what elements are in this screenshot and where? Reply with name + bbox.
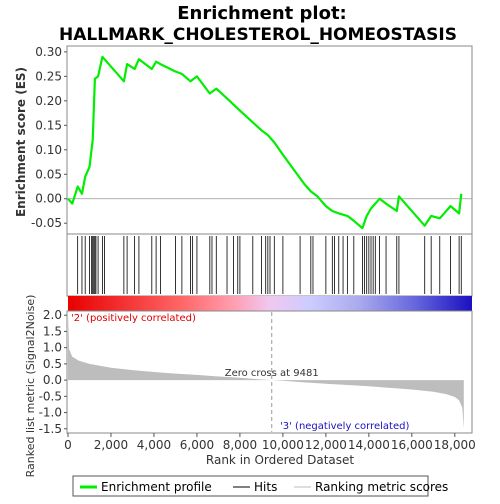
legend-hits-label: Hits (254, 480, 277, 494)
x-tick-label: 16,000 (391, 438, 433, 452)
x-tick-label: 6,000 (180, 438, 214, 452)
es-profile-line (67, 55, 463, 230)
negative-label: '3' (negatively correlated) (280, 421, 409, 432)
rank-ytick-label: -1.0 (39, 406, 62, 420)
x-axis-ticks: 0 2,000 4,000 6,000 8,000 10,000 12,000 14,000 1… (64, 433, 476, 452)
x-tick-label: 18,000 (434, 438, 476, 452)
hit-marks (77, 236, 462, 294)
rank-heatmap-bar (68, 296, 472, 311)
es-ytick-label: 0.20 (35, 94, 62, 108)
x-tick-label: 4,000 (137, 438, 171, 452)
rank-ytick-label: 0.0 (43, 373, 62, 387)
es-ytick-label: 0.15 (35, 118, 62, 132)
rank-ytick-label: -1.5 (39, 422, 62, 436)
rank-ytick-label: -0.5 (39, 389, 62, 403)
positive-label: '2' (positively correlated) (71, 313, 196, 324)
es-ytick-label: 0.30 (35, 45, 62, 59)
es-ylabel: Enrichment score (ES) (14, 67, 28, 217)
es-ytick-label: 0.05 (35, 167, 62, 181)
es-ytick-label: 0.25 (35, 69, 62, 83)
x-tick-label: 0 (64, 438, 72, 452)
rank-y-ticks: 2.0 1.5 1.0 0.5 0.0 -0.5 -1.0 -1.5 (39, 308, 67, 436)
es-ytick-label: 0.00 (35, 192, 62, 206)
x-tick-label: 10,000 (262, 438, 304, 452)
x-axis-label: Rank in Ordered Dataset (206, 453, 354, 467)
rank-ytick-label: 1.5 (43, 324, 62, 338)
es-ytick-label: -0.05 (31, 216, 62, 230)
zero-cross-label: Zero cross at 9481 (225, 368, 319, 379)
rank-ylabel: Ranked list metric (Signal2Noise) (24, 295, 37, 478)
hits-panel-frame (66, 233, 473, 297)
es-y-ticks: -0.05 0.00 0.05 0.10 0.15 0.20 0.25 0.30 (31, 45, 67, 230)
legend-box (72, 475, 429, 497)
x-tick-label: 2,000 (94, 438, 128, 452)
es-ytick-label: 0.10 (35, 143, 62, 157)
x-tick-label: 8,000 (223, 438, 257, 452)
rank-ytick-label: 1.0 (43, 341, 62, 355)
legend-rank-label: Ranking metric scores (315, 480, 448, 494)
chart-title-line2: HALLMARK_CHOLESTEROL_HOMEOSTASIS (59, 25, 457, 45)
rank-ytick-label: 0.5 (43, 357, 62, 371)
chart-title-line1: Enrichment plot: (177, 3, 347, 24)
x-tick-label: 14,000 (348, 438, 390, 452)
es-panel-frame (66, 45, 473, 235)
x-tick-label: 12,000 (305, 438, 347, 452)
rank-ytick-label: 2.0 (43, 308, 62, 322)
legend-es-label: Enrichment profile (101, 480, 212, 494)
